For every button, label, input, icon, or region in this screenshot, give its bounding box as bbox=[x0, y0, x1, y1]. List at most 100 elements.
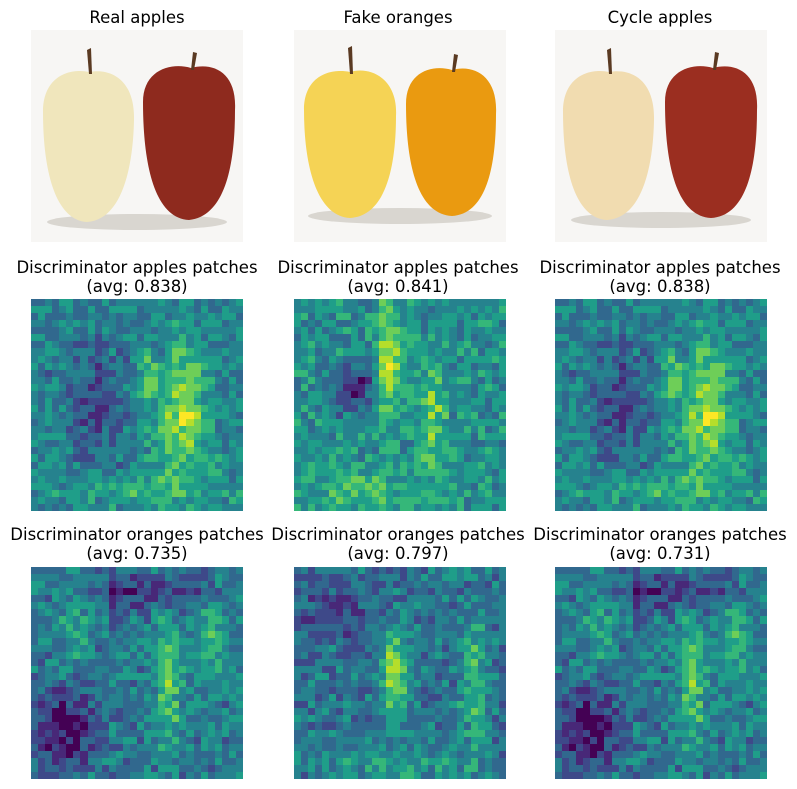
heatmap-cell bbox=[646, 475, 654, 483]
heatmap-cell bbox=[144, 489, 152, 497]
heatmap-cell bbox=[336, 581, 344, 589]
heatmap-cell bbox=[399, 595, 408, 603]
heatmap-cell bbox=[632, 567, 640, 575]
heatmap-cell bbox=[449, 609, 457, 617]
heatmap-cell bbox=[710, 468, 718, 476]
heatmap-cell bbox=[717, 616, 725, 624]
heatmap-cell bbox=[151, 412, 159, 420]
heatmap-cell bbox=[357, 397, 365, 405]
heatmap-cell bbox=[449, 299, 457, 307]
heatmap-cell bbox=[179, 574, 187, 582]
heatmap-cell bbox=[562, 588, 570, 596]
heatmap-cell bbox=[308, 623, 316, 631]
heatmap-cell bbox=[364, 306, 372, 314]
heatmap-cell bbox=[491, 665, 499, 673]
heatmap-cell bbox=[144, 672, 152, 681]
heatmap-cell bbox=[80, 355, 88, 363]
heatmap-cell bbox=[562, 496, 570, 504]
heatmap-cell bbox=[115, 397, 123, 405]
heatmap-cell bbox=[336, 715, 344, 723]
heatmap-cell bbox=[632, 574, 640, 582]
heatmap-cell bbox=[470, 757, 478, 765]
heatmap-cell bbox=[136, 355, 145, 363]
heatmap-cell bbox=[597, 404, 605, 413]
heatmap-cell bbox=[428, 729, 436, 737]
heatmap-cell bbox=[759, 602, 767, 610]
heatmap-cell bbox=[407, 369, 415, 377]
heatmap-cell bbox=[668, 341, 676, 349]
heatmap-cell bbox=[456, 609, 464, 617]
heatmap-cell bbox=[73, 581, 81, 589]
heatmap-cell bbox=[385, 623, 393, 631]
heatmap-cell bbox=[214, 503, 222, 511]
heatmap-cell bbox=[235, 412, 243, 420]
heatmap-cell bbox=[428, 574, 436, 582]
heatmap-cell bbox=[294, 680, 302, 688]
heatmap-cell bbox=[357, 715, 365, 723]
heatmap-cell bbox=[66, 320, 74, 328]
heatmap-cell bbox=[385, 475, 393, 483]
heatmap-cell bbox=[144, 651, 152, 659]
heatmap-cell bbox=[52, 757, 60, 765]
heatmap-cell bbox=[562, 433, 570, 441]
heatmap-cell bbox=[392, 651, 400, 659]
heatmap-cell bbox=[193, 426, 201, 434]
heatmap-cell bbox=[129, 680, 137, 688]
heatmap-cell bbox=[214, 362, 222, 370]
heatmap-cell bbox=[235, 630, 243, 638]
heatmap-cell bbox=[456, 355, 464, 363]
heatmap-cell bbox=[449, 588, 457, 596]
heatmap-cell bbox=[136, 567, 145, 575]
heatmap-cell bbox=[710, 637, 718, 645]
heatmap-cell bbox=[498, 404, 506, 413]
heatmap-cell bbox=[597, 468, 605, 476]
heatmap-cell bbox=[399, 362, 408, 370]
heatmap-cell bbox=[31, 503, 39, 511]
heatmap-cell bbox=[710, 404, 718, 413]
heatmap-cell bbox=[108, 665, 116, 673]
heatmap-cell bbox=[407, 651, 415, 659]
heatmap-cell bbox=[179, 327, 187, 335]
heatmap-cell bbox=[207, 581, 215, 589]
heatmap-cell bbox=[151, 722, 159, 730]
heatmap-cell bbox=[717, 461, 725, 469]
heatmap-cell bbox=[618, 348, 626, 356]
heatmap-cell bbox=[449, 390, 457, 398]
heatmap-cell bbox=[228, 383, 236, 391]
heatmap-cell bbox=[731, 299, 739, 307]
heatmap-cell bbox=[343, 658, 351, 666]
heatmap-cell bbox=[378, 722, 386, 730]
heatmap-cell bbox=[38, 468, 46, 476]
heatmap-cell bbox=[477, 567, 485, 575]
heatmap-cell bbox=[158, 327, 166, 335]
heatmap-cell bbox=[752, 609, 760, 617]
heatmap-cell bbox=[435, 764, 443, 772]
heatmap-cell bbox=[569, 609, 577, 617]
heatmap-cell bbox=[682, 588, 690, 596]
heatmap-cell bbox=[350, 355, 358, 363]
heatmap-cell bbox=[421, 651, 429, 659]
heatmap-cell bbox=[632, 496, 640, 504]
heatmap-cell bbox=[421, 412, 429, 420]
heatmap-cell bbox=[385, 362, 393, 370]
heatmap-cell bbox=[38, 743, 46, 751]
heatmap-cell bbox=[235, 623, 243, 631]
heatmap-cell bbox=[689, 623, 697, 631]
heatmap-cell bbox=[752, 581, 760, 589]
heatmap-cell bbox=[80, 461, 88, 469]
heatmap-cell bbox=[414, 454, 422, 462]
heatmap-cell bbox=[414, 609, 422, 617]
heatmap-cell bbox=[576, 581, 584, 589]
heatmap-cell bbox=[646, 588, 654, 596]
heatmap-cell bbox=[477, 426, 485, 434]
heatmap-cell bbox=[329, 404, 337, 413]
heatmap-cell bbox=[660, 327, 669, 335]
heatmap-cell bbox=[435, 461, 443, 469]
heatmap-cell bbox=[562, 503, 570, 511]
heatmap-cell bbox=[329, 630, 337, 638]
heatmap-cell bbox=[590, 426, 598, 434]
heatmap-cell bbox=[144, 687, 152, 695]
heatmap-cell bbox=[228, 715, 236, 723]
heatmap-cell bbox=[136, 468, 145, 476]
heatmap-cell bbox=[66, 722, 74, 730]
